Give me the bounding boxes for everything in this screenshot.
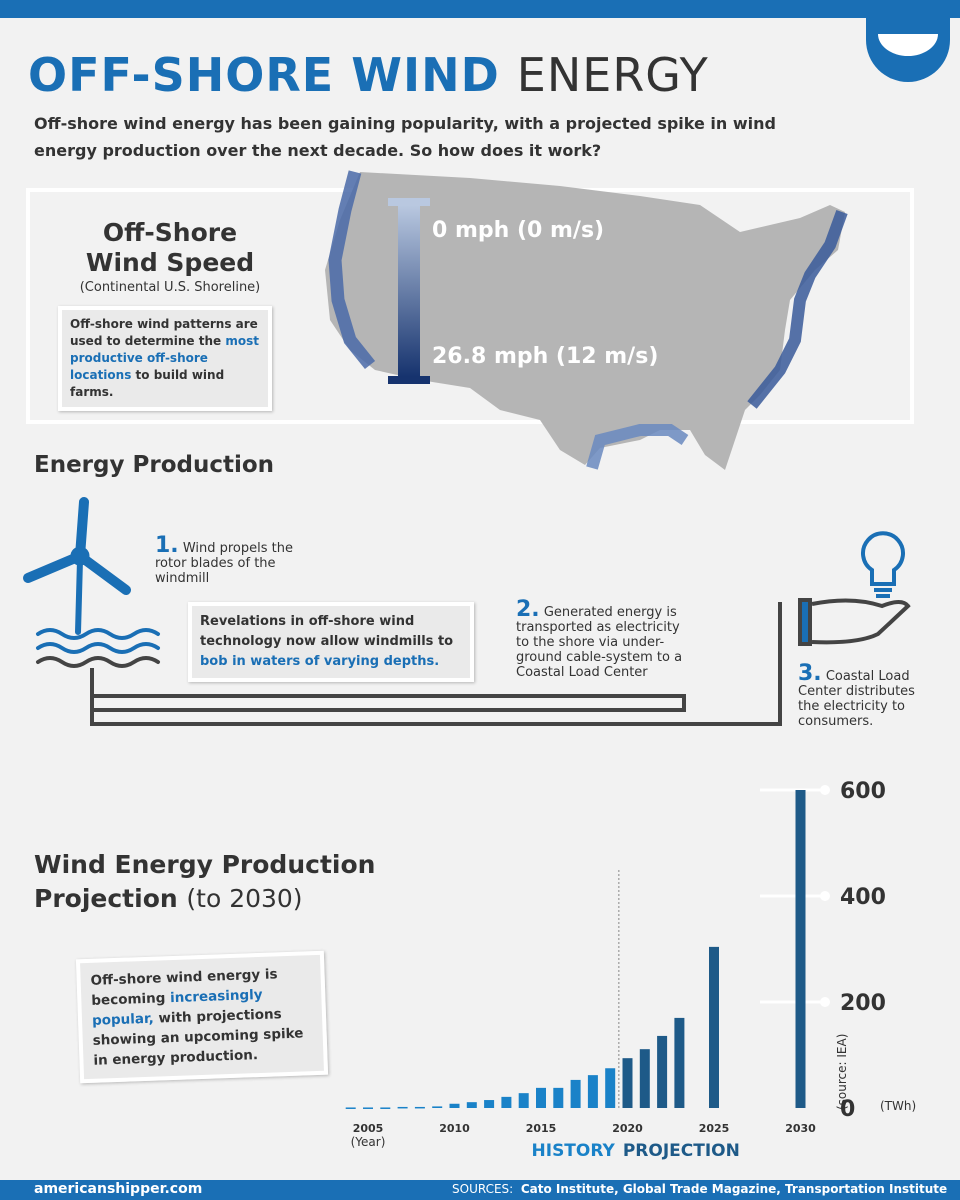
logo: [878, 34, 938, 56]
coast-west: [328, 170, 376, 370]
scale-cap: [388, 198, 430, 206]
intro: Off-shore wind energy has been gaining p…: [34, 114, 776, 160]
title-rest: ENERGY: [516, 48, 709, 102]
wind-title: Off-Shore Wind Speed: [40, 218, 300, 278]
sources-label: SOURCES:: [452, 1182, 514, 1196]
cable: [90, 602, 782, 726]
bar: [674, 1017, 685, 1108]
bar: [795, 790, 806, 1108]
bar: [709, 946, 719, 1108]
coast-gulf: [586, 424, 689, 470]
bar: [536, 1087, 546, 1108]
x-tick-label: 2015: [526, 1122, 557, 1135]
y-tick-label: 600: [840, 779, 886, 804]
tick-dot: [820, 891, 830, 901]
hand: [798, 598, 911, 646]
x-label: (Year): [351, 1135, 386, 1149]
legend-projection: PROJECTION: [623, 1141, 740, 1161]
subtitle: (Continental U.S. Shoreline): [79, 280, 261, 295]
text: to build wind farms.: [70, 368, 225, 399]
line: Wind Speed: [85, 248, 255, 277]
top-bar: [0, 0, 960, 18]
section-title: Energy Production: [34, 452, 275, 478]
x-tick-label: 2005: [353, 1122, 384, 1135]
step-text: Wind propels the rotor blades of the win…: [155, 541, 293, 586]
bar: [466, 1102, 477, 1108]
bar: [570, 1079, 581, 1108]
step-text: Generated energy is transported as elect…: [516, 605, 683, 680]
turbine: [23, 497, 160, 668]
highlight: bob in waters of varying depths.: [200, 654, 440, 669]
step-2: 2. Generated energy is transported as el…: [516, 599, 696, 681]
y-unit: (TWh): [880, 1099, 916, 1113]
bar: [605, 1068, 616, 1108]
bar: [449, 1103, 460, 1108]
coast-east: [747, 209, 848, 409]
text: Revelations in off-shore wind technology…: [200, 614, 454, 649]
chart-title: Wind Energy Production Projection (to 203…: [34, 848, 375, 916]
y-tick-label: 200: [840, 991, 886, 1016]
y-tick-label: 0: [840, 1097, 855, 1122]
step-num: 1.: [155, 533, 179, 558]
bar: [414, 1106, 425, 1109]
bar: [639, 1049, 650, 1108]
title: OFF-SHORE WIND ENERGY: [28, 48, 709, 102]
source: (source: IEA): [835, 1034, 849, 1110]
x-tick-label: 2025: [699, 1122, 730, 1135]
legend-history: HISTORY: [532, 1141, 616, 1161]
line: Off-Shore: [102, 218, 238, 247]
text: Off-shore wind patterns are used to dete…: [70, 317, 258, 348]
bar: [501, 1096, 512, 1108]
step-1: 1. Wind propels the rotor blades of the …: [155, 535, 295, 587]
bar: [363, 1107, 373, 1109]
callout: Revelations in off-shore wind technology…: [188, 602, 474, 682]
note: Off-shore wind patterns are used to dete…: [58, 306, 272, 411]
x-tick-label: 2010: [439, 1122, 470, 1135]
scale-cap: [388, 376, 430, 384]
legend-min: 0 mph (0 m/s): [432, 218, 605, 243]
highlight: most productive off-shore locations: [70, 334, 259, 382]
site: americanshipper.com: [34, 1181, 203, 1197]
bar: [518, 1093, 529, 1108]
footer-bar: [0, 1180, 960, 1200]
title-line: Wind Energy Production: [34, 850, 376, 879]
title-blue: OFF-SHORE WIND: [28, 48, 500, 102]
sources-text: Cato Institute, Global Trade Magazine, T…: [520, 1182, 948, 1196]
bar: [397, 1106, 408, 1109]
title-line: Projection: [34, 884, 178, 913]
step-num: 3.: [798, 661, 822, 686]
y-tick-label: 400: [840, 885, 886, 910]
step-text: Coastal Load Center distributes the elec…: [798, 669, 915, 729]
bulb: [861, 531, 905, 598]
bar: [657, 1035, 668, 1108]
step-3: 3. Coastal Load Center distributes the e…: [798, 663, 938, 730]
legend-max: 26.8 mph (12 m/s): [432, 344, 659, 369]
bar: [484, 1100, 495, 1108]
bar: [587, 1075, 598, 1108]
bar: [622, 1058, 633, 1108]
us-map: [325, 172, 845, 470]
wind-scale: [398, 205, 420, 377]
sources: SOURCES: Cato Institute, Global Trade Ma…: [452, 1182, 947, 1196]
step-num: 2.: [516, 597, 540, 622]
chart-callout: Off-shore wind energy is becoming increa…: [75, 950, 329, 1084]
bar: [553, 1087, 564, 1108]
bar: [345, 1107, 356, 1109]
tick-dot: [820, 785, 830, 795]
tick-dot: [820, 997, 830, 1007]
bar: [432, 1106, 443, 1108]
x-tick-label: 2020: [612, 1122, 643, 1135]
x-tick-label: 2030: [785, 1122, 816, 1135]
bar: [380, 1107, 391, 1109]
subtitle: (to 2030): [186, 884, 303, 913]
